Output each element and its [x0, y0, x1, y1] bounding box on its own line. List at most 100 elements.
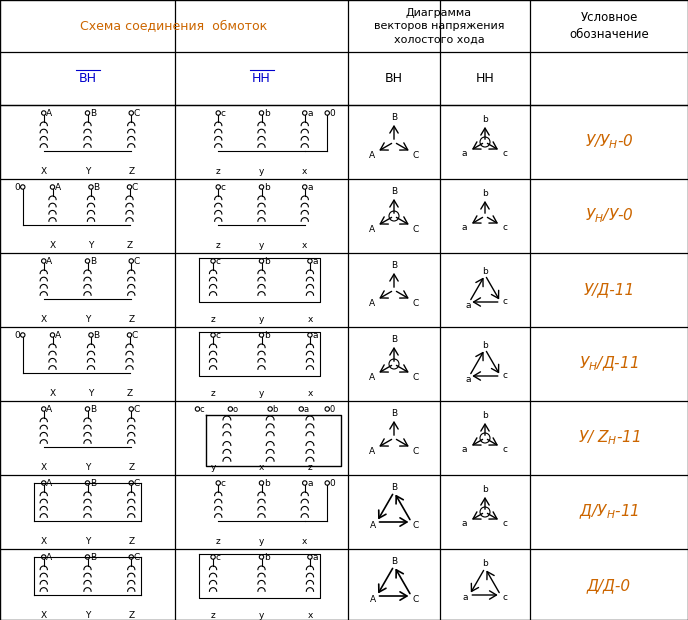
Text: C: C: [412, 373, 418, 381]
Text: z: z: [211, 314, 215, 324]
Text: a: a: [462, 593, 468, 603]
Text: c: c: [221, 479, 226, 487]
Text: a: a: [466, 301, 471, 311]
Text: z: z: [308, 463, 312, 471]
Text: a: a: [308, 182, 313, 192]
Text: НН: НН: [252, 72, 271, 85]
Text: A: A: [55, 182, 61, 192]
Text: A: A: [55, 330, 61, 340]
Text: Y: Y: [85, 167, 90, 175]
Text: b: b: [482, 340, 488, 350]
Text: c: c: [502, 520, 507, 528]
Text: A: A: [46, 479, 52, 487]
Text: c: c: [215, 552, 221, 562]
Text: c: c: [502, 149, 507, 159]
Text: b: b: [482, 412, 488, 420]
Text: b: b: [482, 190, 488, 198]
Text: C: C: [132, 330, 138, 340]
Text: x: x: [259, 463, 264, 471]
Text: b: b: [482, 267, 488, 275]
Text: У/У$_H$-0: У/У$_H$-0: [585, 133, 634, 151]
Text: A: A: [46, 404, 52, 414]
Text: x: x: [308, 389, 312, 397]
Text: 0: 0: [14, 330, 20, 340]
Text: B: B: [90, 552, 96, 562]
Text: X: X: [50, 241, 56, 249]
Text: b: b: [482, 485, 488, 495]
Text: C: C: [132, 182, 138, 192]
Text: C: C: [412, 446, 418, 456]
Text: C: C: [412, 151, 418, 159]
Text: X: X: [50, 389, 56, 397]
Text: Z: Z: [128, 463, 134, 471]
Text: Диаграмма
векторов напряжения
холостого хода: Диаграмма векторов напряжения холостого …: [374, 8, 504, 44]
Text: y: y: [259, 314, 264, 324]
Text: У/ $Z_H$-11: У/ $Z_H$-11: [578, 428, 641, 448]
Text: A: A: [369, 521, 376, 529]
Text: B: B: [391, 187, 397, 197]
Text: ВН: ВН: [78, 72, 96, 85]
Text: a: a: [462, 520, 467, 528]
Text: z: z: [211, 389, 215, 397]
Text: y: y: [259, 241, 264, 249]
Text: X: X: [41, 314, 47, 324]
Text: A: A: [369, 373, 375, 381]
Text: 0: 0: [330, 108, 335, 118]
Text: B: B: [94, 330, 100, 340]
Text: A: A: [369, 151, 375, 159]
Text: C: C: [412, 521, 418, 529]
Text: c: c: [502, 223, 507, 232]
Text: У$_H$/Д-11: У$_H$/Д-11: [579, 355, 638, 373]
Text: A: A: [369, 224, 375, 234]
Text: У/Д-11: У/Д-11: [583, 283, 634, 298]
Text: Условное
обозначение: Условное обозначение: [569, 11, 649, 41]
Text: C: C: [412, 298, 418, 308]
Text: b: b: [264, 330, 270, 340]
Text: x: x: [308, 611, 312, 619]
Text: B: B: [391, 335, 397, 345]
Text: y: y: [259, 536, 264, 546]
Text: y: y: [259, 389, 264, 397]
Text: B: B: [90, 257, 96, 265]
Text: B: B: [391, 113, 397, 123]
Text: X: X: [41, 611, 47, 619]
Text: B: B: [90, 108, 96, 118]
Text: c: c: [221, 108, 226, 118]
Text: a: a: [312, 552, 318, 562]
Text: Z: Z: [128, 314, 134, 324]
Text: B: B: [90, 479, 96, 487]
Text: Y: Y: [85, 536, 90, 546]
Text: b: b: [264, 552, 270, 562]
Text: C: C: [133, 108, 140, 118]
Text: Z: Z: [128, 611, 134, 619]
Text: C: C: [133, 404, 140, 414]
Text: B: B: [94, 182, 100, 192]
Text: ВН: ВН: [385, 72, 403, 85]
Text: x: x: [302, 241, 308, 249]
Text: B: B: [391, 557, 397, 567]
Text: Z: Z: [128, 536, 134, 546]
Text: a: a: [308, 108, 313, 118]
Text: Схема соединения  обмоток: Схема соединения обмоток: [80, 19, 268, 32]
Text: c: c: [215, 330, 221, 340]
Text: Д/У$_H$-11: Д/У$_H$-11: [579, 503, 639, 521]
Text: c: c: [200, 404, 204, 414]
Text: Y: Y: [88, 241, 94, 249]
Text: z: z: [216, 167, 221, 175]
Text: x: x: [302, 167, 308, 175]
Text: a: a: [462, 446, 467, 454]
Text: 0: 0: [330, 479, 335, 487]
Text: z: z: [216, 241, 221, 249]
Text: Z: Z: [127, 389, 133, 397]
Text: b: b: [264, 182, 270, 192]
Text: Y: Y: [88, 389, 94, 397]
Text: x: x: [308, 314, 312, 324]
Text: x: x: [302, 536, 308, 546]
Text: Z: Z: [128, 167, 134, 175]
Text: A: A: [369, 298, 375, 308]
Text: B: B: [391, 409, 397, 419]
Text: C: C: [133, 552, 140, 562]
Text: НН: НН: [475, 72, 495, 85]
Text: C: C: [412, 224, 418, 234]
Text: z: z: [216, 536, 221, 546]
